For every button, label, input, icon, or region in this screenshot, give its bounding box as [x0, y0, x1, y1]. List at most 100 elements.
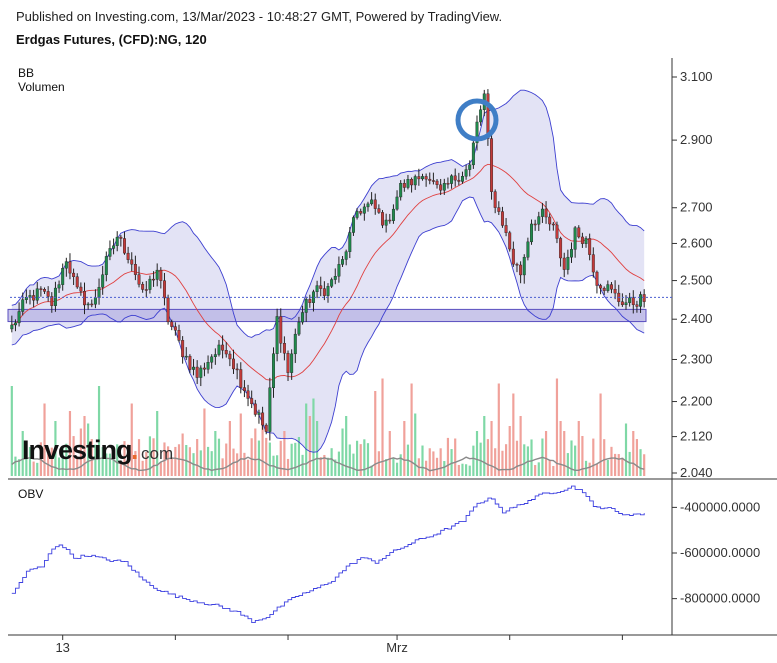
candle-body [391, 208, 395, 221]
candle-body [79, 286, 83, 292]
volume-bar [566, 453, 569, 476]
volume-bar [159, 462, 162, 476]
volume-bar [170, 457, 173, 476]
candle-body [555, 224, 559, 239]
volume-bar [257, 440, 261, 476]
volume-bar [366, 443, 370, 476]
candle-body [188, 355, 192, 370]
candle-body [199, 367, 203, 378]
candle-body [515, 263, 519, 266]
volume-bar [392, 457, 395, 476]
volume-bar [563, 431, 566, 476]
candle-body [642, 294, 646, 302]
obv-indicator-label: OBV [18, 487, 43, 501]
volume-bar [228, 421, 231, 476]
volume-bar [632, 431, 635, 476]
volume-bar [90, 439, 93, 476]
volume-bar [454, 438, 457, 476]
candle-body [264, 424, 268, 432]
volume-bar [577, 421, 580, 476]
candle-body [631, 297, 635, 305]
volume-bar [523, 444, 526, 476]
bollinger-fill-layer [11, 90, 645, 453]
candle-body [144, 289, 148, 291]
volume-bar [50, 447, 53, 476]
candle-body [166, 297, 170, 323]
candle-body [123, 238, 126, 254]
candle-body [446, 183, 450, 185]
candle-body [381, 212, 384, 226]
candle-body [257, 412, 261, 415]
candle-body [21, 299, 25, 312]
volume-bar [319, 457, 322, 476]
chart-frame [8, 58, 777, 636]
candle-body [326, 286, 330, 296]
candle-body [395, 196, 399, 210]
volume-bar [196, 439, 199, 476]
volume-bar [36, 462, 39, 476]
candle-body [246, 390, 250, 399]
volume-bar [330, 448, 333, 476]
volume-bar [421, 445, 424, 476]
candle-body [181, 340, 185, 358]
volume-bar [32, 461, 35, 476]
volume-bar [87, 423, 90, 476]
volume-bar [94, 444, 97, 476]
candle-body [457, 179, 461, 182]
candle-body [362, 206, 366, 214]
candle-body [301, 312, 305, 323]
price-tick-label: 2.900 [680, 132, 713, 147]
volume-bar [108, 453, 112, 476]
volume-bar [635, 439, 639, 476]
volume-bar [574, 445, 577, 476]
volume-bar [639, 449, 642, 476]
candle-body [250, 398, 254, 405]
price-tick-label: 2.120 [680, 429, 713, 444]
candle-body [337, 264, 341, 277]
candle-body [68, 261, 72, 274]
volume-bar [385, 459, 388, 476]
volume-bar [279, 440, 282, 476]
bollinger-mid-line [11, 163, 645, 381]
candle-body [511, 248, 515, 265]
volume-bar [348, 444, 351, 476]
volume-bar [515, 440, 519, 476]
volume-indicator-label: Volumen [18, 80, 65, 94]
volume-bar [294, 442, 297, 476]
candle-body [57, 284, 61, 289]
candle-body [28, 295, 32, 298]
volume-bar [68, 411, 72, 476]
volume-bar [534, 465, 537, 476]
volume-bar [14, 456, 17, 476]
candle-body [439, 184, 443, 191]
volume-bar [206, 446, 210, 476]
volume-bar [497, 383, 500, 476]
volume-bar [603, 439, 606, 476]
candle-body [13, 322, 17, 326]
volume-bar [261, 423, 264, 476]
volume-bar [61, 446, 64, 476]
volume-bar [475, 431, 479, 476]
volume-bar [614, 453, 617, 476]
candle-body [377, 208, 381, 213]
candle-body [348, 232, 352, 252]
candle-body [239, 369, 243, 388]
volume-bar [21, 431, 24, 476]
candle-body [17, 311, 21, 324]
volume-bar [43, 403, 46, 476]
volume-bar [352, 453, 355, 476]
candle-body [97, 287, 101, 298]
candle-body [620, 301, 624, 305]
obv-line [11, 485, 645, 624]
volume-bar [246, 459, 250, 476]
volume-bar [643, 454, 646, 476]
candle-body [141, 284, 145, 290]
candle-body [602, 287, 606, 291]
volume-bar [268, 442, 271, 476]
volume-bar [570, 440, 573, 476]
candle-body [333, 276, 337, 280]
candle-body [293, 333, 297, 355]
price-tick-label: 2.040 [680, 465, 713, 480]
candle-body [184, 355, 188, 358]
